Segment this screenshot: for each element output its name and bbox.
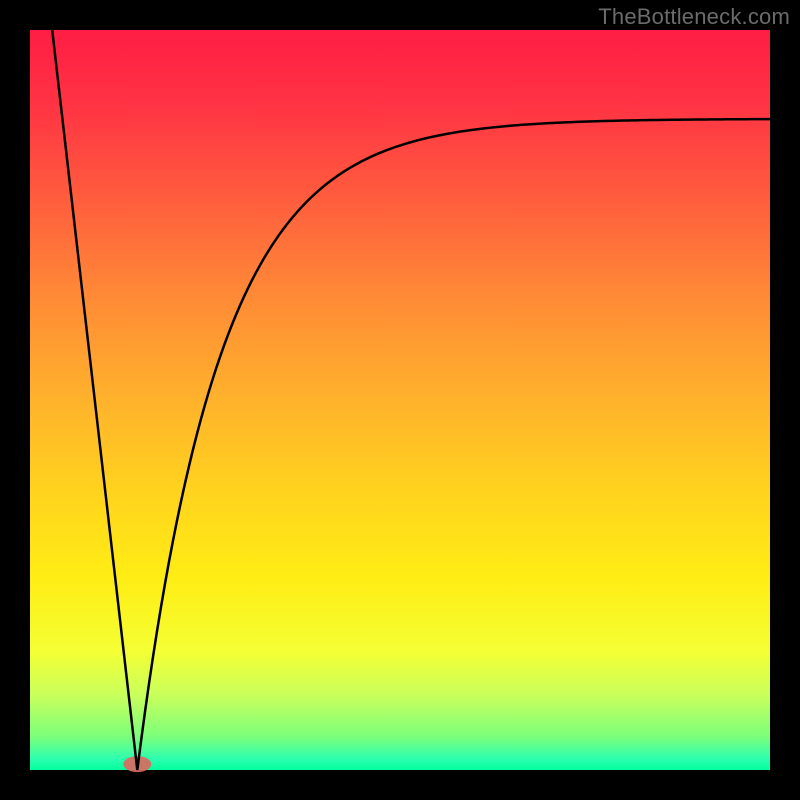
- bottleneck-chart: [0, 0, 800, 800]
- watermark-text: TheBottleneck.com: [598, 4, 790, 30]
- chart-container: TheBottleneck.com: [0, 0, 800, 800]
- gradient-background: [30, 30, 770, 770]
- plot-group: [30, 30, 770, 772]
